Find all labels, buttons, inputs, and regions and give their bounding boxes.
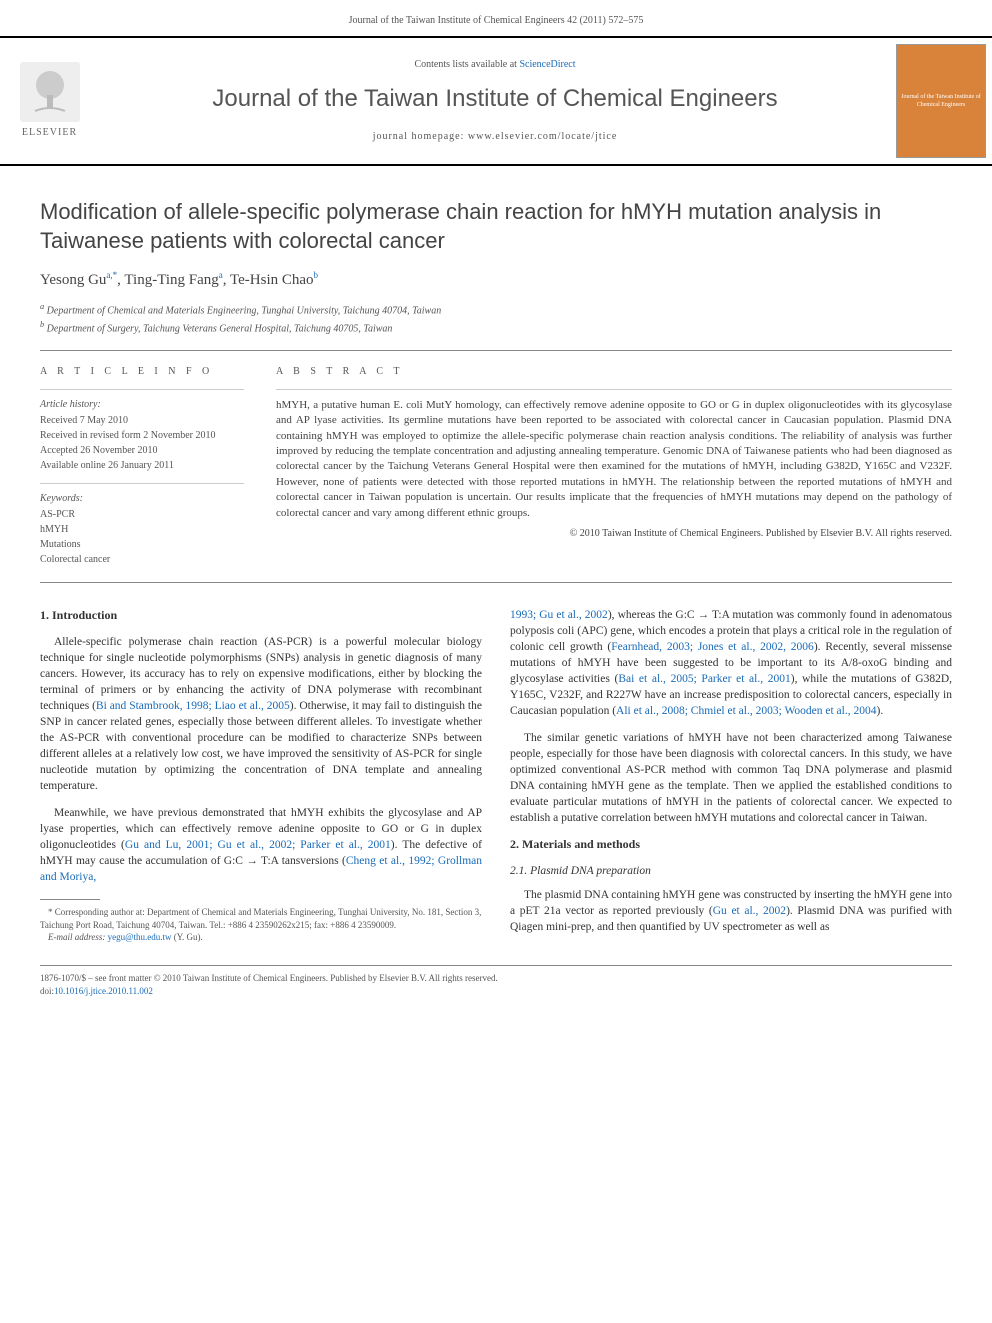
subsection-2-1: 2.1. Plasmid DNA preparation <box>510 863 952 879</box>
history-received: Received 7 May 2010 <box>40 414 244 428</box>
history-accepted: Accepted 26 November 2010 <box>40 444 244 458</box>
contents-available: Contents lists available at ScienceDirec… <box>414 58 575 72</box>
abstract-heading: A B S T R A C T <box>276 365 952 379</box>
keyword: AS-PCR <box>40 508 244 522</box>
email-label: E-mail address: <box>48 932 108 942</box>
keyword: Colorectal cancer <box>40 553 244 567</box>
authors-line: Yesong Gua,*, Ting-Ting Fanga, Te-Hsin C… <box>0 269 992 301</box>
abstract-copyright: © 2010 Taiwan Institute of Chemical Engi… <box>276 527 952 541</box>
paragraph: The plasmid DNA containing hMYH gene was… <box>510 887 952 935</box>
affiliation-b: b Department of Surgery, Taichung Vetera… <box>40 319 952 336</box>
journal-name: Journal of the Taiwan Institute of Chemi… <box>212 82 777 116</box>
email-suffix: (Y. Gu). <box>171 932 202 942</box>
citation[interactable]: Gu and Lu, 2001; Gu et al., 2002; Parker… <box>125 839 391 851</box>
page-footer: 1876-1070/$ – see front matter © 2010 Ta… <box>40 965 952 1017</box>
affiliation-a: a Department of Chemical and Materials E… <box>40 301 952 318</box>
article-info: A R T I C L E I N F O Article history: R… <box>40 351 260 582</box>
email-link[interactable]: yegu@thu.edu.tw <box>108 932 172 942</box>
citation[interactable]: Ali et al., 2008; Chmiel et al., 2003; W… <box>616 705 876 717</box>
article-title: Modification of allele-specific polymera… <box>0 166 992 269</box>
journal-banner: ELSEVIER Contents lists available at Sci… <box>0 36 992 166</box>
sciencedirect-link[interactable]: ScienceDirect <box>519 59 575 70</box>
footer-front-matter: 1876-1070/$ – see front matter © 2010 Ta… <box>40 972 952 985</box>
history-online: Available online 26 January 2011 <box>40 459 244 473</box>
paragraph: The similar genetic variations of hMYH h… <box>510 730 952 827</box>
body-columns: 1. Introduction Allele-specific polymera… <box>0 607 992 965</box>
keywords-title: Keywords: <box>40 492 244 506</box>
author-mark: a,* <box>106 270 117 280</box>
email-footnote: E-mail address: yegu@thu.edu.tw (Y. Gu). <box>40 931 482 944</box>
paragraph: Meanwhile, we have previous demonstrated… <box>40 805 482 885</box>
author: Te-Hsin Chao <box>230 272 314 288</box>
author-mark: b <box>314 270 319 280</box>
contents-prefix: Contents lists available at <box>414 59 519 70</box>
article-info-heading: A R T I C L E I N F O <box>40 365 244 379</box>
elsevier-tree-icon <box>20 62 80 122</box>
history-title: Article history: <box>40 398 244 412</box>
abstract-text: hMYH, a putative human E. coli MutY homo… <box>276 398 952 521</box>
affiliations: a Department of Chemical and Materials E… <box>0 301 992 350</box>
citation[interactable]: Bi and Stambrook, 1998; Liao et al., 200… <box>96 700 290 712</box>
elsevier-label: ELSEVIER <box>22 126 77 140</box>
paragraph: 1993; Gu et al., 2002), whereas the G:C … <box>510 607 952 720</box>
keyword: hMYH <box>40 523 244 537</box>
paragraph: Allele-specific polymerase chain reactio… <box>40 634 482 795</box>
left-column: 1. Introduction Allele-specific polymera… <box>40 607 482 945</box>
journal-cover-thumbnail: Journal of the Taiwan Institute of Chemi… <box>896 44 986 158</box>
citation[interactable]: Bai et al., 2005; Parker et al., 2001 <box>618 673 790 685</box>
citation[interactable]: 1993; Gu et al., 2002 <box>510 609 608 621</box>
info-abstract-block: A R T I C L E I N F O Article history: R… <box>40 350 952 583</box>
author-mark: a <box>219 270 223 280</box>
running-head: Journal of the Taiwan Institute of Chemi… <box>0 0 992 36</box>
banner-center: Contents lists available at ScienceDirec… <box>100 38 890 164</box>
history-revised: Received in revised form 2 November 2010 <box>40 429 244 443</box>
corresponding-author: * Corresponding author at: Department of… <box>40 906 482 931</box>
journal-homepage: journal homepage: www.elsevier.com/locat… <box>373 130 618 144</box>
footnote-rule <box>40 899 100 900</box>
author: Ting-Ting Fang <box>124 272 218 288</box>
right-column: 1993; Gu et al., 2002), whereas the G:C … <box>510 607 952 945</box>
section-1-heading: 1. Introduction <box>40 607 482 624</box>
footer-doi: doi:10.1016/j.jtice.2010.11.002 <box>40 985 952 998</box>
abstract: A B S T R A C T hMYH, a putative human E… <box>260 351 952 582</box>
section-2-heading: 2. Materials and methods <box>510 836 952 853</box>
keyword: Mutations <box>40 538 244 552</box>
citation[interactable]: Fearnhead, 2003; Jones et al., 2002, 200… <box>611 641 814 653</box>
elsevier-logo: ELSEVIER <box>0 38 100 164</box>
citation[interactable]: Gu et al., 2002 <box>713 905 786 917</box>
author: Yesong Gu <box>40 272 106 288</box>
doi-link[interactable]: 10.1016/j.jtice.2010.11.002 <box>54 986 153 996</box>
